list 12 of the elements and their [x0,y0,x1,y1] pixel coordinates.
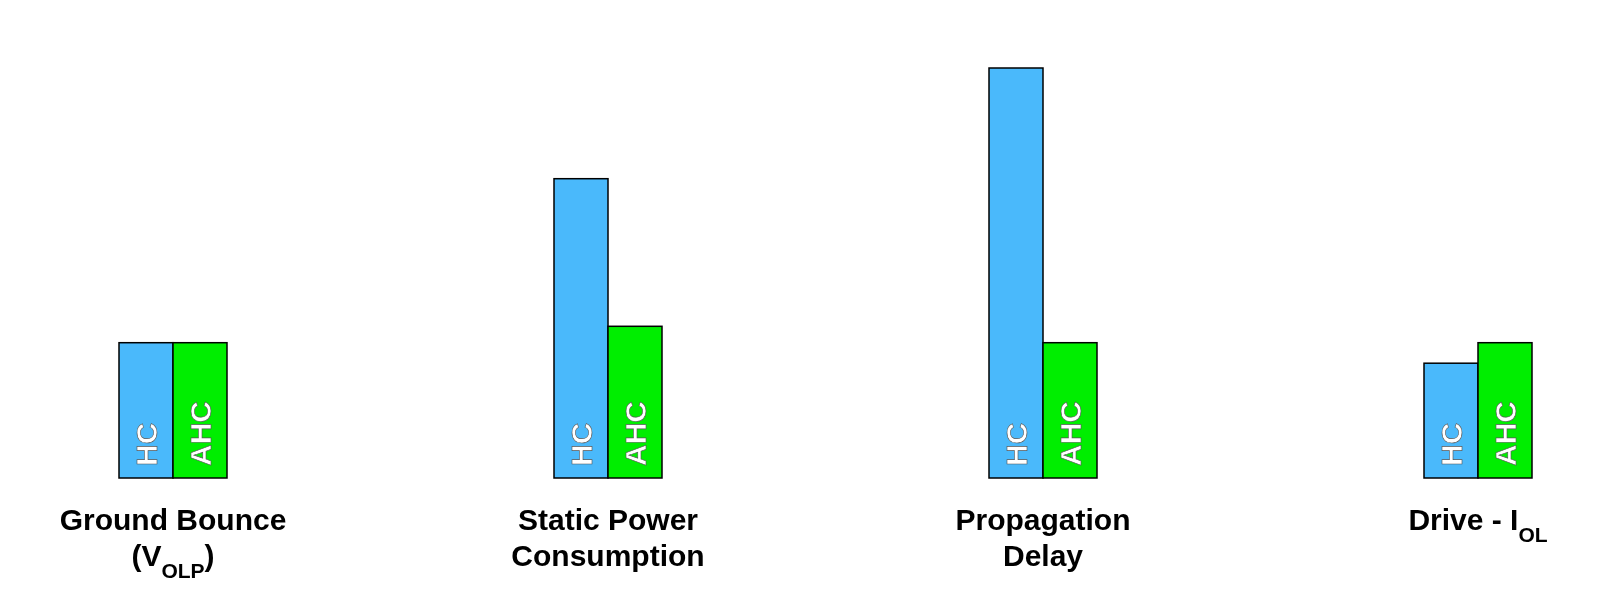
x-tick-label: Drive - I$_{OL}$ [1408,503,1548,546]
text: HC [999,422,1033,466]
text: AHC [618,401,652,466]
text: HC [564,422,598,466]
series-label: AHC [183,401,217,466]
x-tick-label: Static Power Consumption [511,503,705,572]
text: HC [1434,422,1468,466]
x-tick-label: Propagation Delay [955,503,1131,572]
text: AHC [1488,401,1522,466]
series-label: HC [129,422,163,466]
text: AHC [1053,401,1087,466]
x-tick-label: Ground Bounce (V$_{OLP}$) [59,503,287,582]
